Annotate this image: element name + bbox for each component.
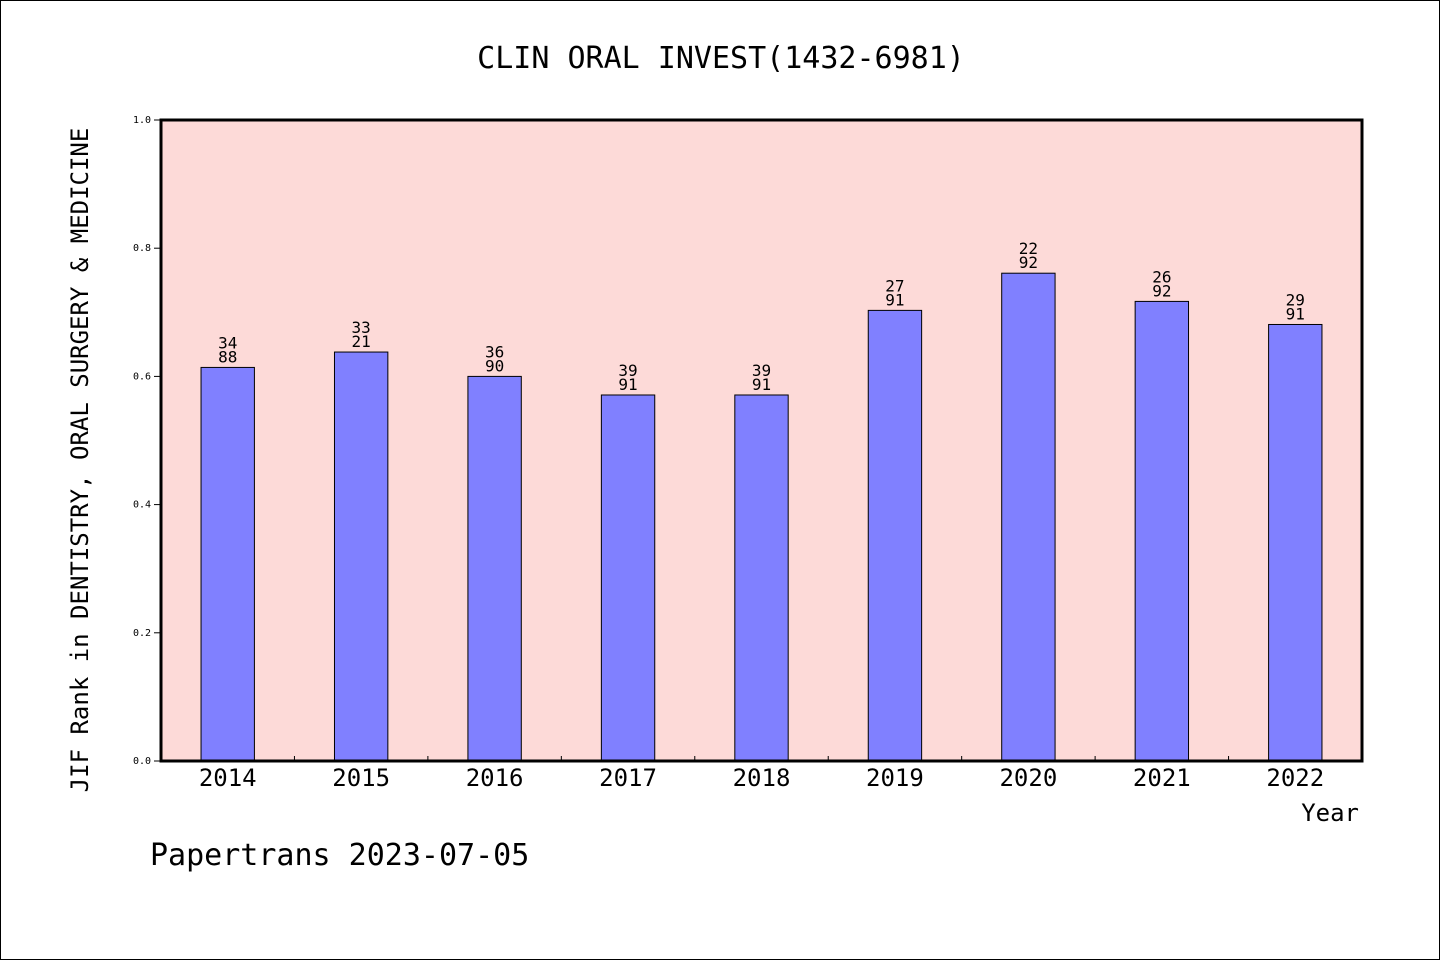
bar-label-total: 91 — [885, 290, 904, 309]
bar-label-total: 91 — [618, 375, 637, 394]
bar-label-rank: 29 — [1286, 290, 1305, 309]
x-tick-label: 2022 — [1266, 764, 1324, 792]
bar-label-total: 92 — [1019, 253, 1038, 272]
x-tick-label: 2018 — [733, 764, 791, 792]
y-tick-label: 0.2 — [133, 628, 151, 639]
bar-label-rank: 36 — [485, 342, 504, 361]
bar-label-rank: 22 — [1019, 239, 1038, 258]
y-tick-label: 0.4 — [133, 500, 151, 511]
y-tick-label: 0.0 — [133, 756, 151, 767]
x-tick-label: 2016 — [466, 764, 524, 792]
bar-label-rank: 39 — [618, 361, 637, 380]
x-tick-label: 2015 — [332, 764, 390, 792]
x-tick-label: 2014 — [199, 764, 257, 792]
x-tick-label: 2020 — [999, 764, 1057, 792]
bar — [1268, 323, 1323, 762]
y-axis: 0.0 0.2 0.4 0.6 0.8 1.0 — [133, 115, 161, 767]
footer-credit: Papertrans 2023-07-05 — [150, 838, 529, 873]
bars-group — [200, 272, 1323, 762]
y-tick-label: 1.0 — [133, 115, 151, 126]
bar — [200, 366, 255, 762]
y-tick-label: 0.6 — [133, 371, 151, 382]
bar-label-total: 92 — [1152, 281, 1171, 300]
y-tick-label: 0.8 — [133, 243, 151, 254]
bar — [1001, 272, 1056, 762]
bar-label-total: 91 — [1286, 304, 1305, 323]
x-tick-label: 2021 — [1133, 764, 1191, 792]
chart-title: CLIN ORAL INVEST(1432-6981) — [477, 41, 965, 76]
bar — [734, 394, 789, 762]
bar-label-total: 21 — [352, 332, 371, 351]
bar-label-rank: 33 — [352, 318, 371, 337]
x-axis-label: Year — [1301, 799, 1359, 827]
bar-label-total: 90 — [485, 356, 504, 375]
y-axis-label: JIF Rank in DENTISTRY, ORAL SURGERY & ME… — [66, 128, 94, 793]
bar-label-rank: 39 — [752, 361, 771, 380]
x-tick-label: 2019 — [866, 764, 924, 792]
bar — [867, 309, 923, 762]
bar — [600, 394, 656, 762]
bar-label-rank: 26 — [1152, 267, 1171, 286]
bar — [1134, 300, 1190, 762]
bar-label-rank: 34 — [218, 333, 237, 352]
x-tick-label: 2017 — [599, 764, 657, 792]
bar — [467, 375, 522, 762]
x-axis: 2014 2015 2016 2017 2018 2019 2020 2021 2022 — [199, 756, 1324, 792]
bar — [333, 351, 389, 762]
bar-label-total: 91 — [752, 375, 771, 394]
bar-label-total: 88 — [218, 347, 237, 366]
bar-label-rank: 27 — [885, 276, 904, 295]
plot-border — [159, 118, 1364, 763]
